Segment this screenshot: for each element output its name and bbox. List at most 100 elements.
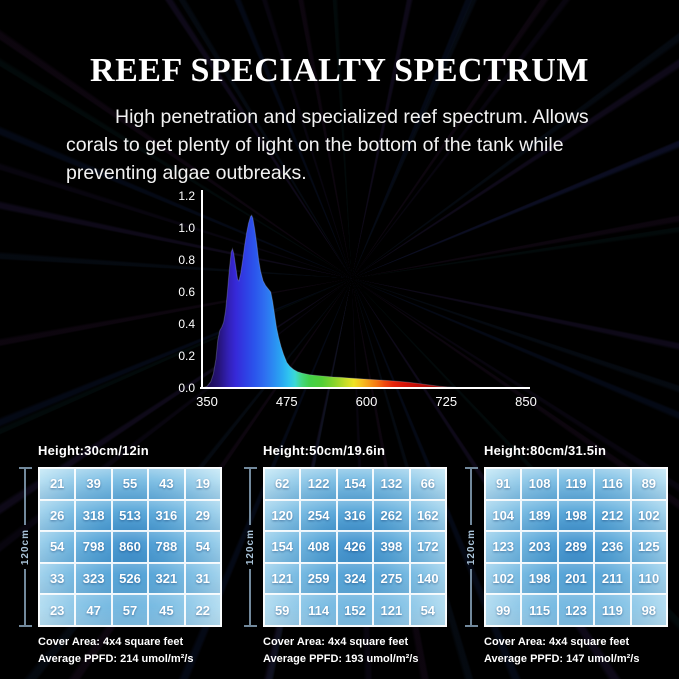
ppfd-cell: 289 — [557, 531, 595, 563]
cover-area-label: Cover Area: 4x4 square feet — [484, 636, 630, 648]
ppfd-cell: 172 — [409, 531, 446, 563]
ppfd-cell: 55 — [111, 468, 149, 500]
ppfd-cell: 262 — [373, 499, 410, 532]
ppfd-cell: 21 — [39, 468, 76, 500]
ppfd-cell: 526 — [111, 562, 149, 595]
ppfd-cell: 116 — [594, 468, 631, 500]
ppfd-cell: 108 — [521, 468, 558, 500]
dimension-segment — [470, 469, 472, 525]
ppfd-cell: 212 — [594, 499, 631, 532]
ppfd-cell: 89 — [630, 468, 667, 500]
ppfd-cell: 31 — [184, 562, 221, 595]
ppfd-cell: 132 — [373, 468, 410, 500]
dimension-cap-top — [18, 467, 32, 469]
ppfd-cell: 45 — [148, 594, 185, 626]
ppfd-cell: 121 — [373, 594, 410, 626]
y-tick-label: 1.2 — [178, 189, 195, 203]
ppfd-cell: 59 — [264, 594, 301, 626]
subtitle-line: corals to get plenty of light on the bot… — [66, 134, 564, 156]
ppfd-cell: 115 — [521, 594, 558, 626]
ppfd-cell: 860 — [111, 531, 149, 563]
dimension-line: 120cm — [237, 467, 263, 628]
x-tick-label: 600 — [356, 394, 378, 409]
ppfd-cell: 121 — [264, 562, 301, 595]
ppfd-cell: 54 — [184, 531, 221, 563]
subtitle-paragraph: High penetration and specialized reef sp… — [66, 103, 622, 187]
dimension-cap-top — [464, 467, 478, 469]
ppfd-cell: 513 — [111, 499, 149, 532]
spectrum-area — [201, 215, 520, 388]
ppfd-cell: 788 — [148, 531, 185, 563]
ppfd-cell: 62 — [264, 468, 301, 500]
grid-footer: Cover Area: 4x4 square feet Average PPFD… — [38, 634, 226, 667]
ppfd-cell: 29 — [184, 499, 221, 532]
ppfd-cell: 114 — [300, 594, 337, 626]
y-tick-label: 0.6 — [178, 285, 195, 299]
dimension-segment — [24, 569, 26, 626]
ppfd-cell: 154 — [336, 468, 374, 500]
ppfd-cell: 123 — [485, 531, 522, 563]
dimension-cap-bottom — [18, 625, 32, 628]
page-title: REEF SPECIALTY SPECTRUM — [90, 52, 589, 89]
ppfd-cell: 152 — [336, 594, 374, 626]
ppfd-cell: 119 — [557, 468, 595, 500]
ppfd-cell: 110 — [630, 562, 667, 595]
ppfd-cell: 198 — [521, 562, 558, 595]
spectrum-curve — [201, 214, 520, 389]
ppfd-cell: 398 — [373, 531, 410, 563]
ppfd-cell: 203 — [521, 531, 558, 563]
spectrum-chart-area: 0.0 0.2 0.4 0.6 0.8 1.0 1.2 350 475 600 725 850 — [158, 184, 588, 424]
ppfd-cell: 54 — [39, 531, 76, 563]
dimension-cap-top — [243, 467, 257, 469]
ppfd-cell: 104 — [485, 499, 522, 532]
spectrum-chart: 0.0 0.2 0.4 0.6 0.8 1.0 1.2 350 475 600 725 850 — [178, 189, 537, 409]
ppfd-cell: 19 — [184, 468, 221, 500]
ppfd-cell: 91 — [485, 468, 522, 500]
ppfd-cell: 323 — [75, 562, 112, 595]
ppfd-cell: 426 — [336, 531, 374, 563]
grid-footer: Cover Area: 4x4 square feet Average PPFD… — [484, 634, 672, 667]
ppfd-cell: 47 — [75, 594, 112, 626]
avg-ppfd-label: Average PPFD: 147 umol/m²/s — [484, 652, 640, 665]
x-tick-label: 350 — [196, 394, 218, 409]
ppfd-cell: 154 — [264, 531, 301, 563]
ppfd-cell: 316 — [148, 499, 185, 532]
ppfd-cell: 189 — [521, 499, 558, 532]
cover-area-label: Cover Area: 4x4 square feet — [38, 636, 184, 648]
ppfd-cell: 23 — [39, 594, 76, 626]
ppfd-cell: 140 — [409, 562, 446, 595]
ppfd-cell: 39 — [75, 468, 112, 500]
cover-area-label: Cover Area: 4x4 square feet — [263, 636, 409, 648]
ppfd-cell: 57 — [111, 594, 149, 626]
y-tick-label: 1.0 — [178, 221, 195, 235]
ppfd-cell: 66 — [409, 468, 446, 500]
y-tick-label: 0.2 — [178, 349, 195, 363]
ppfd-cell: 98 — [630, 594, 667, 626]
ppfd-cell: 26 — [39, 499, 76, 532]
x-tick-label: 850 — [515, 394, 537, 409]
dimension-segment — [249, 469, 251, 525]
ppfd-cell: 259 — [300, 562, 337, 595]
x-tick-label: 725 — [435, 394, 457, 409]
ppfd-cell: 254 — [300, 499, 337, 532]
ppfd-cell: 54 — [409, 594, 446, 626]
ppfd-panel-80cm: Height:80cm/31.5in 120cm 91 108 119 116 89 10… — [458, 443, 672, 667]
ppfd-cell: 275 — [373, 562, 410, 595]
dimension-cap-bottom — [464, 625, 478, 628]
dimension-line: 120cm — [458, 467, 484, 628]
dimension-label: 120cm — [244, 528, 256, 566]
dimension-segment — [249, 569, 251, 626]
ppfd-cell: 119 — [594, 594, 631, 626]
grid-footer: Cover Area: 4x4 square feet Average PPFD… — [263, 634, 451, 667]
subtitle-line: High penetration and specialized reef sp… — [115, 106, 589, 128]
ppfd-cell: 102 — [485, 562, 522, 595]
ppfd-cell: 211 — [594, 562, 631, 595]
ppfd-cell: 122 — [300, 468, 337, 500]
ppfd-cell: 318 — [75, 499, 112, 532]
subtitle-line: preventing algae outbreaks. — [66, 162, 307, 184]
ppfd-cell: 316 — [336, 499, 374, 532]
dimension-segment — [24, 469, 26, 525]
dimension-cap-bottom — [243, 625, 257, 628]
y-tick-label: 0.8 — [178, 253, 195, 267]
